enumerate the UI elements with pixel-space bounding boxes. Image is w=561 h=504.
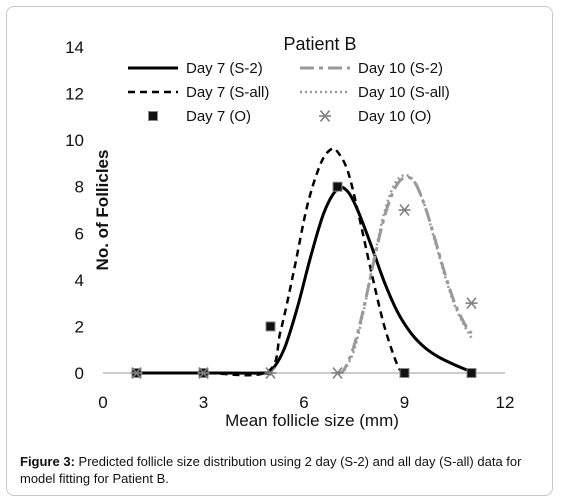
y-tick-label: 0 <box>75 364 84 383</box>
y-tick-label: 10 <box>65 131 84 150</box>
legend-label-day-10-s-all: Day 10 (S-all) <box>358 84 450 101</box>
caption-text: Predicted follicle size distribution usi… <box>20 454 522 486</box>
legend-label-day-7-o: Day 7 (O) <box>186 108 251 125</box>
legend-label-day-7-s-2: Day 7 (S-2) <box>186 60 263 77</box>
point-day-10-o <box>465 297 478 310</box>
x-axis-title: Mean follicle size (mm) <box>225 411 399 430</box>
chart-title: Patient B <box>283 34 356 54</box>
series-line-day-10-s-2 <box>336 175 473 375</box>
series-line-day-10-s-all <box>343 173 473 372</box>
point-day-10-o <box>197 366 210 380</box>
legend-marker-day-7-o <box>148 111 158 121</box>
x-tick-label: 12 <box>496 393 515 412</box>
legend: Patient B Day 7 (S-2) Day 10 (S-2) Day 7 (S… <box>122 34 462 125</box>
legend-marker-day-10-o <box>319 109 331 123</box>
point-day-10-o <box>398 203 411 217</box>
x-tick-label: 9 <box>400 393 409 412</box>
y-axis-title: No. of Follicles <box>93 150 112 271</box>
legend-label-day-7-s-all: Day 7 (S-all) <box>186 84 269 101</box>
y-tick-label: 6 <box>75 224 84 243</box>
x-tick-label: 6 <box>299 393 308 412</box>
x-tick-label: 0 <box>98 393 107 412</box>
x-tick-label: 3 <box>199 393 208 412</box>
axes: 0 2 4 6 8 10 12 14 0 3 6 9 12 Mean follicle size (mm)… <box>65 38 514 430</box>
point-day-7-o <box>332 181 343 192</box>
legend-background <box>122 49 462 121</box>
series-layer <box>130 147 478 380</box>
point-day-7-o <box>399 368 410 378</box>
point-day-7-o <box>466 368 477 378</box>
series-line-day-7-s-all <box>136 147 406 377</box>
y-tick-label: 12 <box>65 85 84 104</box>
y-tick-label: 14 <box>65 38 84 57</box>
caption-label: Figure 3: <box>20 454 75 469</box>
legend-label-day-10-o: Day 10 (O) <box>358 108 431 125</box>
y-tick-label: 2 <box>75 317 84 336</box>
figure-caption: Figure 3: Predicted follicle size distri… <box>20 453 540 487</box>
point-day-10-o <box>264 366 277 380</box>
point-day-10-o <box>331 366 344 380</box>
point-day-7-o <box>265 321 276 332</box>
chart: 0 2 4 6 8 10 12 14 0 3 6 9 12 Mean follicle size (mm)… <box>65 34 514 430</box>
point-day-10-o <box>130 366 143 380</box>
legend-label-day-10-s-2: Day 10 (S-2) <box>358 60 443 77</box>
y-tick-label: 8 <box>75 178 84 197</box>
y-tick-label: 4 <box>75 271 84 290</box>
